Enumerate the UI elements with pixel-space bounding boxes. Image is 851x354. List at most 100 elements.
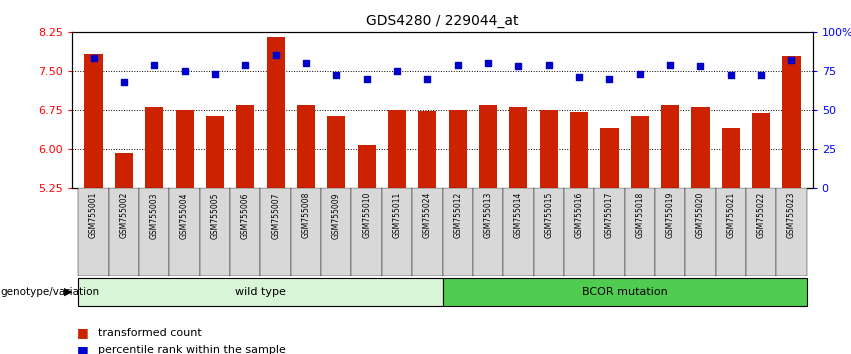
Text: GSM755011: GSM755011 — [392, 192, 402, 238]
Bar — [746, 188, 776, 276]
Point — [329, 73, 343, 78]
Bar — [716, 188, 746, 276]
Bar — [418, 111, 437, 188]
Bar — [479, 104, 497, 188]
Bar — [237, 104, 254, 188]
Text: GSM755009: GSM755009 — [332, 192, 340, 239]
Text: genotype/variation: genotype/variation — [1, 287, 100, 297]
Text: GSM755012: GSM755012 — [454, 192, 462, 238]
Point — [511, 63, 525, 69]
Text: transformed count: transformed count — [98, 328, 202, 338]
Text: GSM755006: GSM755006 — [241, 192, 250, 239]
Point — [117, 79, 131, 85]
Text: GSM755004: GSM755004 — [180, 192, 189, 239]
Bar — [776, 188, 807, 276]
Point — [663, 62, 677, 67]
Text: GSM755016: GSM755016 — [574, 192, 584, 239]
Point — [391, 68, 404, 74]
Text: GSM755024: GSM755024 — [423, 192, 431, 239]
Point — [208, 71, 222, 77]
Bar — [388, 110, 406, 188]
Bar — [266, 37, 285, 188]
Point — [542, 62, 556, 67]
Bar — [139, 188, 169, 276]
Bar — [540, 110, 557, 188]
Bar — [625, 188, 655, 276]
Point — [178, 68, 191, 74]
Bar — [412, 188, 443, 276]
Bar — [661, 104, 679, 188]
Point — [694, 63, 707, 69]
Text: GDS4280 / 229044_at: GDS4280 / 229044_at — [366, 14, 519, 28]
Bar — [382, 188, 412, 276]
Text: GSM755022: GSM755022 — [757, 192, 766, 238]
Point — [269, 52, 283, 58]
Bar — [230, 188, 260, 276]
Text: GSM755001: GSM755001 — [89, 192, 98, 239]
Text: GSM755020: GSM755020 — [696, 192, 705, 239]
Bar — [206, 116, 224, 188]
Bar — [655, 188, 685, 276]
Text: GSM755007: GSM755007 — [271, 192, 280, 239]
Point — [481, 60, 494, 66]
Bar — [78, 188, 109, 276]
Bar — [109, 188, 139, 276]
Text: ■: ■ — [77, 326, 89, 339]
Bar — [291, 188, 321, 276]
Bar — [631, 116, 648, 188]
Text: GSM755015: GSM755015 — [545, 192, 553, 239]
Text: GSM755023: GSM755023 — [787, 192, 796, 239]
Bar — [473, 188, 503, 276]
Bar — [448, 110, 467, 188]
Text: GSM755017: GSM755017 — [605, 192, 614, 239]
Bar — [503, 188, 534, 276]
Point — [420, 76, 434, 81]
Bar — [297, 104, 315, 188]
Bar — [78, 278, 443, 306]
Text: GSM755014: GSM755014 — [514, 192, 523, 239]
Text: wild type: wild type — [235, 287, 286, 297]
Point — [633, 71, 647, 77]
Point — [360, 76, 374, 81]
Point — [147, 62, 161, 67]
Point — [87, 56, 100, 61]
Bar — [175, 110, 194, 188]
Bar — [782, 56, 801, 188]
Bar — [443, 188, 473, 276]
Text: GSM755018: GSM755018 — [635, 192, 644, 238]
Bar — [200, 188, 230, 276]
Bar — [722, 128, 740, 188]
Text: percentile rank within the sample: percentile rank within the sample — [98, 346, 286, 354]
Text: BCOR mutation: BCOR mutation — [582, 287, 667, 297]
Bar — [600, 128, 619, 188]
Point — [724, 73, 738, 78]
Bar — [564, 188, 594, 276]
Point — [572, 74, 585, 80]
Bar — [752, 113, 770, 188]
Text: GSM755021: GSM755021 — [726, 192, 735, 238]
Text: GSM755008: GSM755008 — [301, 192, 311, 239]
Bar — [594, 188, 625, 276]
Text: GSM755003: GSM755003 — [150, 192, 159, 239]
Text: GSM755002: GSM755002 — [119, 192, 129, 239]
Bar — [351, 188, 382, 276]
Point — [603, 76, 616, 81]
Bar — [534, 188, 564, 276]
Bar — [443, 278, 807, 306]
Bar — [260, 188, 291, 276]
Bar — [169, 188, 200, 276]
Point — [300, 60, 313, 66]
Text: GSM755013: GSM755013 — [483, 192, 493, 239]
Bar — [146, 107, 163, 188]
Point — [785, 57, 798, 63]
Point — [238, 62, 252, 67]
Bar — [509, 107, 528, 188]
Bar — [685, 188, 716, 276]
Text: GSM755010: GSM755010 — [363, 192, 371, 239]
Text: GSM755019: GSM755019 — [665, 192, 675, 239]
Bar — [328, 116, 346, 188]
Bar — [357, 145, 376, 188]
Point — [451, 62, 465, 67]
Point — [754, 73, 768, 78]
Text: GSM755005: GSM755005 — [210, 192, 220, 239]
